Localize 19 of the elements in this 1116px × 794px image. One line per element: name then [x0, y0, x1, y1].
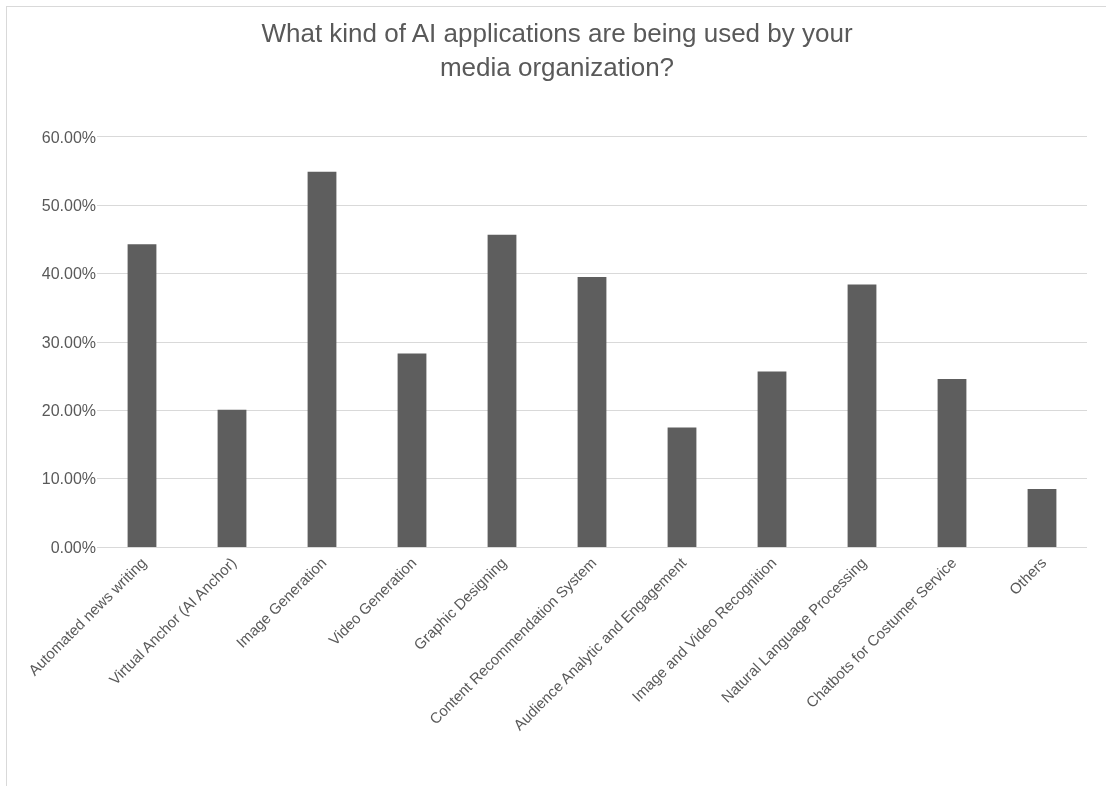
- chart-title: What kind of AI applications are being used by your media organization?: [261, 18, 853, 82]
- bar: [1027, 488, 1057, 547]
- y-tick-label: 40.00%: [41, 265, 96, 283]
- bar: [667, 427, 697, 547]
- y-tick-label: 50.00%: [41, 196, 96, 214]
- bar: [127, 244, 157, 547]
- bar: [217, 409, 247, 547]
- bar: [847, 284, 877, 547]
- y-tick-label: 20.00%: [41, 401, 96, 419]
- y-tick-label: 60.00%: [41, 128, 96, 146]
- y-tick-label: 30.00%: [41, 333, 96, 351]
- bar: [397, 353, 427, 547]
- bar: [487, 234, 517, 547]
- bar: [577, 277, 607, 547]
- bar: [307, 171, 337, 547]
- bar: [937, 378, 967, 547]
- y-tick-label: 0.00%: [50, 538, 96, 556]
- bar: [757, 371, 787, 547]
- y-tick-label: 10.00%: [41, 470, 96, 488]
